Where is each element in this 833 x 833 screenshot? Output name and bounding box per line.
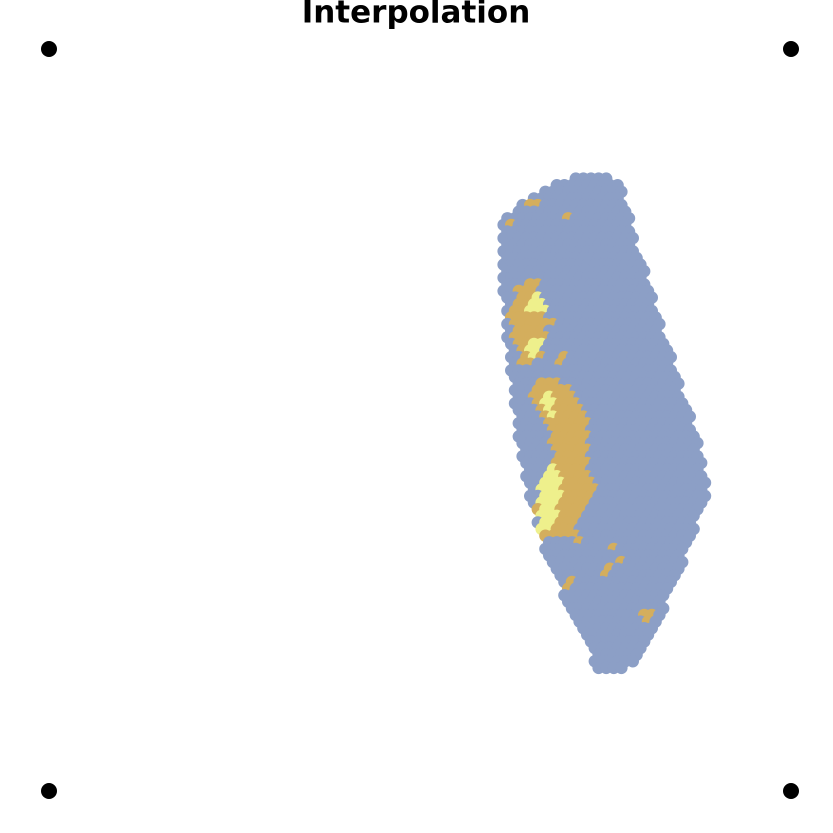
corner-point (783, 783, 799, 799)
corner-point (41, 41, 57, 57)
spot (626, 655, 639, 668)
tissue-spots (497, 172, 712, 675)
plot-title: Interpolation (302, 0, 531, 31)
spot (615, 661, 628, 675)
corner-point (41, 783, 57, 799)
corner-point (783, 41, 799, 57)
